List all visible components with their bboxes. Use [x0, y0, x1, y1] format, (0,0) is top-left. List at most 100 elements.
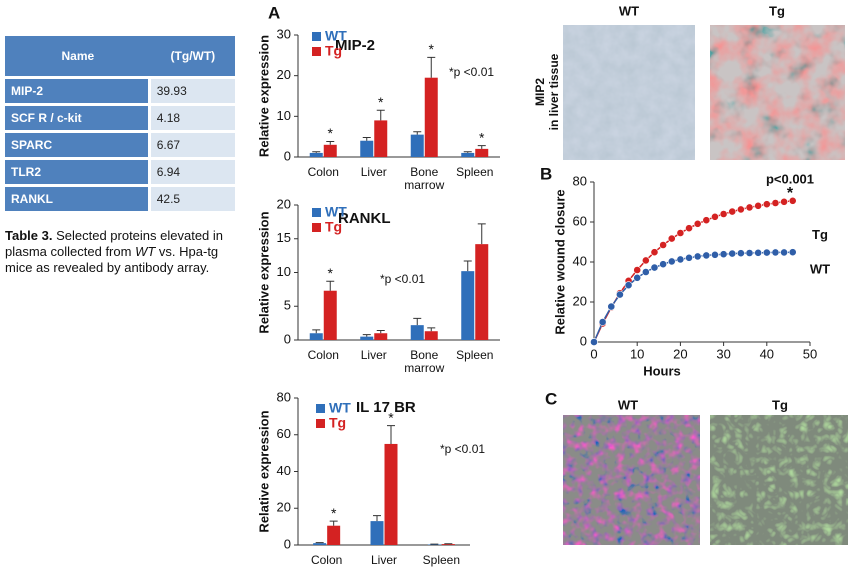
- column-label: Tg: [769, 3, 785, 18]
- y-tick-label: 0: [580, 333, 587, 348]
- y-tick-label: 40: [573, 253, 587, 268]
- data-point: [788, 196, 797, 205]
- error-bar: [312, 329, 321, 334]
- y-tick-label: 80: [573, 173, 587, 188]
- y-tick-label: 60: [573, 213, 587, 228]
- y-tick-label: 5: [284, 298, 291, 313]
- data-point: [633, 266, 642, 274]
- data-point: [685, 224, 693, 233]
- micrograph-texture: [710, 415, 848, 545]
- error-bar: [376, 330, 385, 334]
- significance-star: *: [388, 409, 394, 425]
- bar: [427, 544, 441, 545]
- table-header: (Tg/WT): [150, 36, 235, 76]
- bar: [313, 543, 327, 545]
- chart-title: RANKL: [338, 210, 391, 227]
- legend-label: WT: [325, 204, 347, 220]
- x-tick-label: 50: [803, 346, 817, 361]
- data-point: [616, 290, 624, 299]
- data-point: [650, 248, 659, 257]
- error-bar: [477, 223, 486, 245]
- y-tick-label: 40: [277, 463, 291, 478]
- error-bar: [329, 520, 338, 526]
- data-point: [702, 251, 711, 260]
- table-row: MIP-2 39.93: [5, 79, 235, 103]
- legend-swatch: [312, 208, 321, 217]
- y-tick-label: 60: [277, 426, 291, 441]
- data-point: [641, 256, 650, 265]
- series-label: Tg: [812, 227, 828, 242]
- x-tick-label: 0: [590, 346, 597, 361]
- data-point: [762, 248, 771, 257]
- chart-title: IL 17 BR: [356, 399, 416, 416]
- annotation: *p <0.01: [440, 442, 485, 456]
- y-axis-label: Relative wound closure: [552, 189, 567, 334]
- data-point: [676, 255, 685, 264]
- column-label: WT: [618, 397, 638, 412]
- error-bar: [413, 317, 422, 326]
- data-point: [788, 248, 797, 257]
- series-label: WT: [810, 262, 830, 277]
- error-bar: [376, 109, 385, 121]
- legend-label: Tg: [325, 43, 342, 59]
- data-point: [667, 257, 676, 266]
- fold-change: 39.93: [150, 79, 235, 103]
- protein-table: Name (Tg/WT) MIP-2 39.93 SCF R / c-kit 4.18 S…: [5, 33, 235, 214]
- y-tick-label: 0: [284, 331, 291, 346]
- legend-swatch: [312, 223, 321, 232]
- series-line: [593, 251, 793, 343]
- y-tick-label: 0: [284, 536, 291, 551]
- x-tick-label: Bone marrow: [404, 165, 445, 192]
- micrograph-texture: [563, 415, 700, 545]
- x-tick-label: Liver: [360, 348, 387, 362]
- data-point: [780, 197, 788, 206]
- protein-name: TLR2: [5, 160, 151, 184]
- data-point: [693, 252, 702, 261]
- series-line: [593, 200, 793, 343]
- bar: [410, 325, 424, 340]
- y-tick-label: 10: [277, 108, 291, 123]
- x-tick-label: Bone marrow: [404, 348, 445, 375]
- y-tick-label: 20: [277, 196, 291, 211]
- bar: [309, 152, 323, 157]
- y-axis-label: Relative expression: [256, 35, 271, 157]
- bar: [441, 544, 455, 545]
- panel-letter: C: [545, 389, 557, 408]
- bar: [360, 336, 374, 340]
- bar: [475, 148, 489, 157]
- significance-star: *: [328, 265, 334, 281]
- x-tick-label: Spleen: [456, 348, 494, 362]
- data-point: [728, 249, 737, 258]
- x-tick-label: 40: [760, 346, 774, 361]
- data-point: [633, 273, 642, 282]
- legend-label: WT: [329, 400, 351, 416]
- y-tick-label: 0: [284, 148, 291, 163]
- data-point: [624, 281, 633, 290]
- error-bar: [315, 542, 324, 544]
- table-row: TLR2 6.94: [5, 160, 235, 184]
- protein-name: SPARC: [5, 133, 151, 157]
- data-point: [754, 201, 763, 210]
- x-tick-label: 30: [716, 346, 730, 361]
- data-point: [719, 250, 728, 259]
- table-row: RANKL 42.5: [5, 187, 235, 211]
- error-bar: [326, 280, 335, 291]
- bar: [410, 134, 424, 157]
- data-point: [736, 249, 745, 258]
- significance-star: *: [331, 505, 337, 521]
- bar: [323, 144, 337, 157]
- error-bar: [362, 136, 371, 141]
- panel-letter: B: [540, 164, 552, 183]
- data-point: [685, 253, 693, 262]
- x-tick-label: Colon: [310, 553, 343, 567]
- significance-star: *: [479, 129, 485, 145]
- x-tick-label: Liver: [360, 165, 387, 179]
- table-caption: Table 3. Selected proteins elevated in p…: [5, 228, 240, 276]
- y-axis-label: Relative expression: [256, 211, 271, 333]
- error-bar: [373, 515, 381, 522]
- data-point: [702, 216, 711, 225]
- row-label: MIP2: [533, 78, 547, 106]
- caption-text: Selected proteins elevated in plasma col…: [5, 228, 224, 259]
